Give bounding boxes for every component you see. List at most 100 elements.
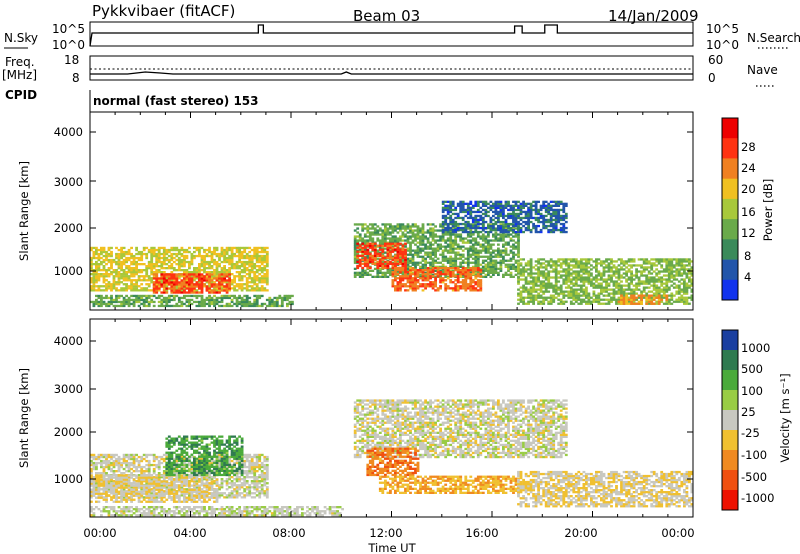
power-cells-cell [469, 206, 473, 209]
power-cells-cell [476, 220, 480, 224]
power-cells-cell [142, 304, 146, 308]
power-cells-cell [444, 249, 448, 252]
power-cells-cell [602, 280, 606, 283]
power-cells-cell [481, 265, 485, 268]
power-cells-cell [655, 290, 659, 293]
power-cells-cell [421, 273, 425, 276]
power-cells-cell [627, 284, 631, 287]
power-cells-cell [466, 204, 470, 207]
power-cells-cell [120, 269, 123, 272]
power-cells-cell [680, 298, 684, 301]
power-cells-cell [170, 298, 174, 302]
power-cells-cell [419, 255, 422, 258]
power-cells-cell [389, 260, 392, 263]
power-cells-cell [258, 250, 262, 254]
power-cells-cell [258, 256, 262, 260]
power-cells-cell [582, 284, 586, 287]
power-cells-cell [474, 277, 478, 280]
power-cells-cell [431, 267, 435, 270]
power-cells-cell [522, 202, 525, 205]
power-cells-cell [512, 223, 515, 226]
power-cells-cell [248, 302, 252, 306]
power-cells-cell [225, 296, 229, 300]
power-cells-cell [265, 254, 269, 258]
power-cells-cell [135, 281, 138, 284]
power-cells-cell [542, 300, 546, 303]
power-cells-cell [213, 304, 216, 308]
power-cells-cell [117, 294, 121, 298]
power-cells-cell [454, 241, 458, 244]
power-cells-cell [665, 266, 669, 269]
power-cells-cell [569, 260, 573, 263]
power-cells-cell [645, 292, 649, 295]
power-cells-cell [489, 255, 493, 258]
power-cells-cell [218, 271, 221, 274]
power-cells-cell [464, 289, 468, 292]
power-cells-cell [537, 272, 540, 275]
power-cells-cell [514, 214, 518, 218]
power-cells-cell [416, 235, 420, 238]
power-cells-cell [527, 300, 530, 303]
power-cells-cell [240, 304, 244, 308]
power-cells-cell [371, 248, 375, 251]
power-cells-cell [667, 280, 671, 283]
power-cells-cell [147, 250, 151, 254]
power-cells-cell [140, 269, 144, 272]
power-cells-cell [172, 281, 176, 284]
power-cells-cell [562, 296, 566, 299]
power-cells-cell [396, 256, 400, 259]
power-cells-cell [466, 227, 470, 230]
power-cells-cell [200, 254, 204, 258]
radar-title: Pykkvibaer (fitACF) [92, 2, 235, 20]
power-cells-cell [640, 296, 643, 299]
power-cells-cell [421, 277, 425, 280]
power-cells-cell [421, 239, 425, 242]
power-cells-cell [424, 247, 427, 250]
power-cells-cell [97, 289, 101, 292]
power-cells-cell [607, 276, 611, 279]
power-cells-cell [404, 285, 407, 288]
power-cells-cell [456, 267, 460, 270]
power-cells-cell [414, 239, 417, 242]
power-cells-cell [210, 302, 214, 306]
power-cells-cell [185, 271, 189, 274]
power-cells-cell [100, 275, 103, 278]
power-cells-cell [559, 276, 563, 279]
power-cells-cell [504, 251, 508, 254]
power-cells-cell [223, 285, 226, 288]
power-cells-cell [195, 273, 199, 276]
power-cells-cell [228, 294, 231, 298]
power-cells-cell [509, 216, 513, 220]
power-cells-cell [665, 262, 669, 265]
power-cells-cell [152, 267, 156, 270]
power-cells-cell [220, 277, 224, 280]
power-cells-cell [554, 218, 558, 222]
power-cells-cell [120, 294, 123, 298]
power-cells-cell [112, 260, 116, 264]
power-cells-cell [421, 243, 425, 246]
power-cells-cell [439, 275, 442, 278]
power-cells-cell [446, 249, 450, 252]
power-cells-cell [401, 259, 405, 262]
power-cells-cell [466, 230, 470, 234]
power-cells-cell [519, 202, 523, 205]
power-cells-cell [157, 248, 161, 252]
power-cells-cell [172, 298, 176, 302]
power-cells-cell [494, 261, 498, 264]
power-cells-cell [557, 208, 561, 212]
power-cells-cell [446, 277, 450, 280]
power-cells-cell [155, 254, 159, 258]
power-cells-cell [625, 270, 628, 273]
power-cells-cell [617, 274, 621, 277]
power-cells-cell [396, 254, 400, 257]
power-cells-cell [529, 266, 533, 269]
power-cells-cell [409, 231, 412, 234]
power-cells-cell [474, 271, 478, 274]
power-cells-cell [150, 256, 154, 260]
power-cells-cell [569, 258, 573, 261]
power-cells-cell [464, 257, 468, 260]
power-cells-cell [574, 300, 578, 303]
power-cells-cell [587, 258, 591, 261]
power-cells-cell [469, 283, 473, 286]
power-cells-cell [220, 254, 224, 258]
